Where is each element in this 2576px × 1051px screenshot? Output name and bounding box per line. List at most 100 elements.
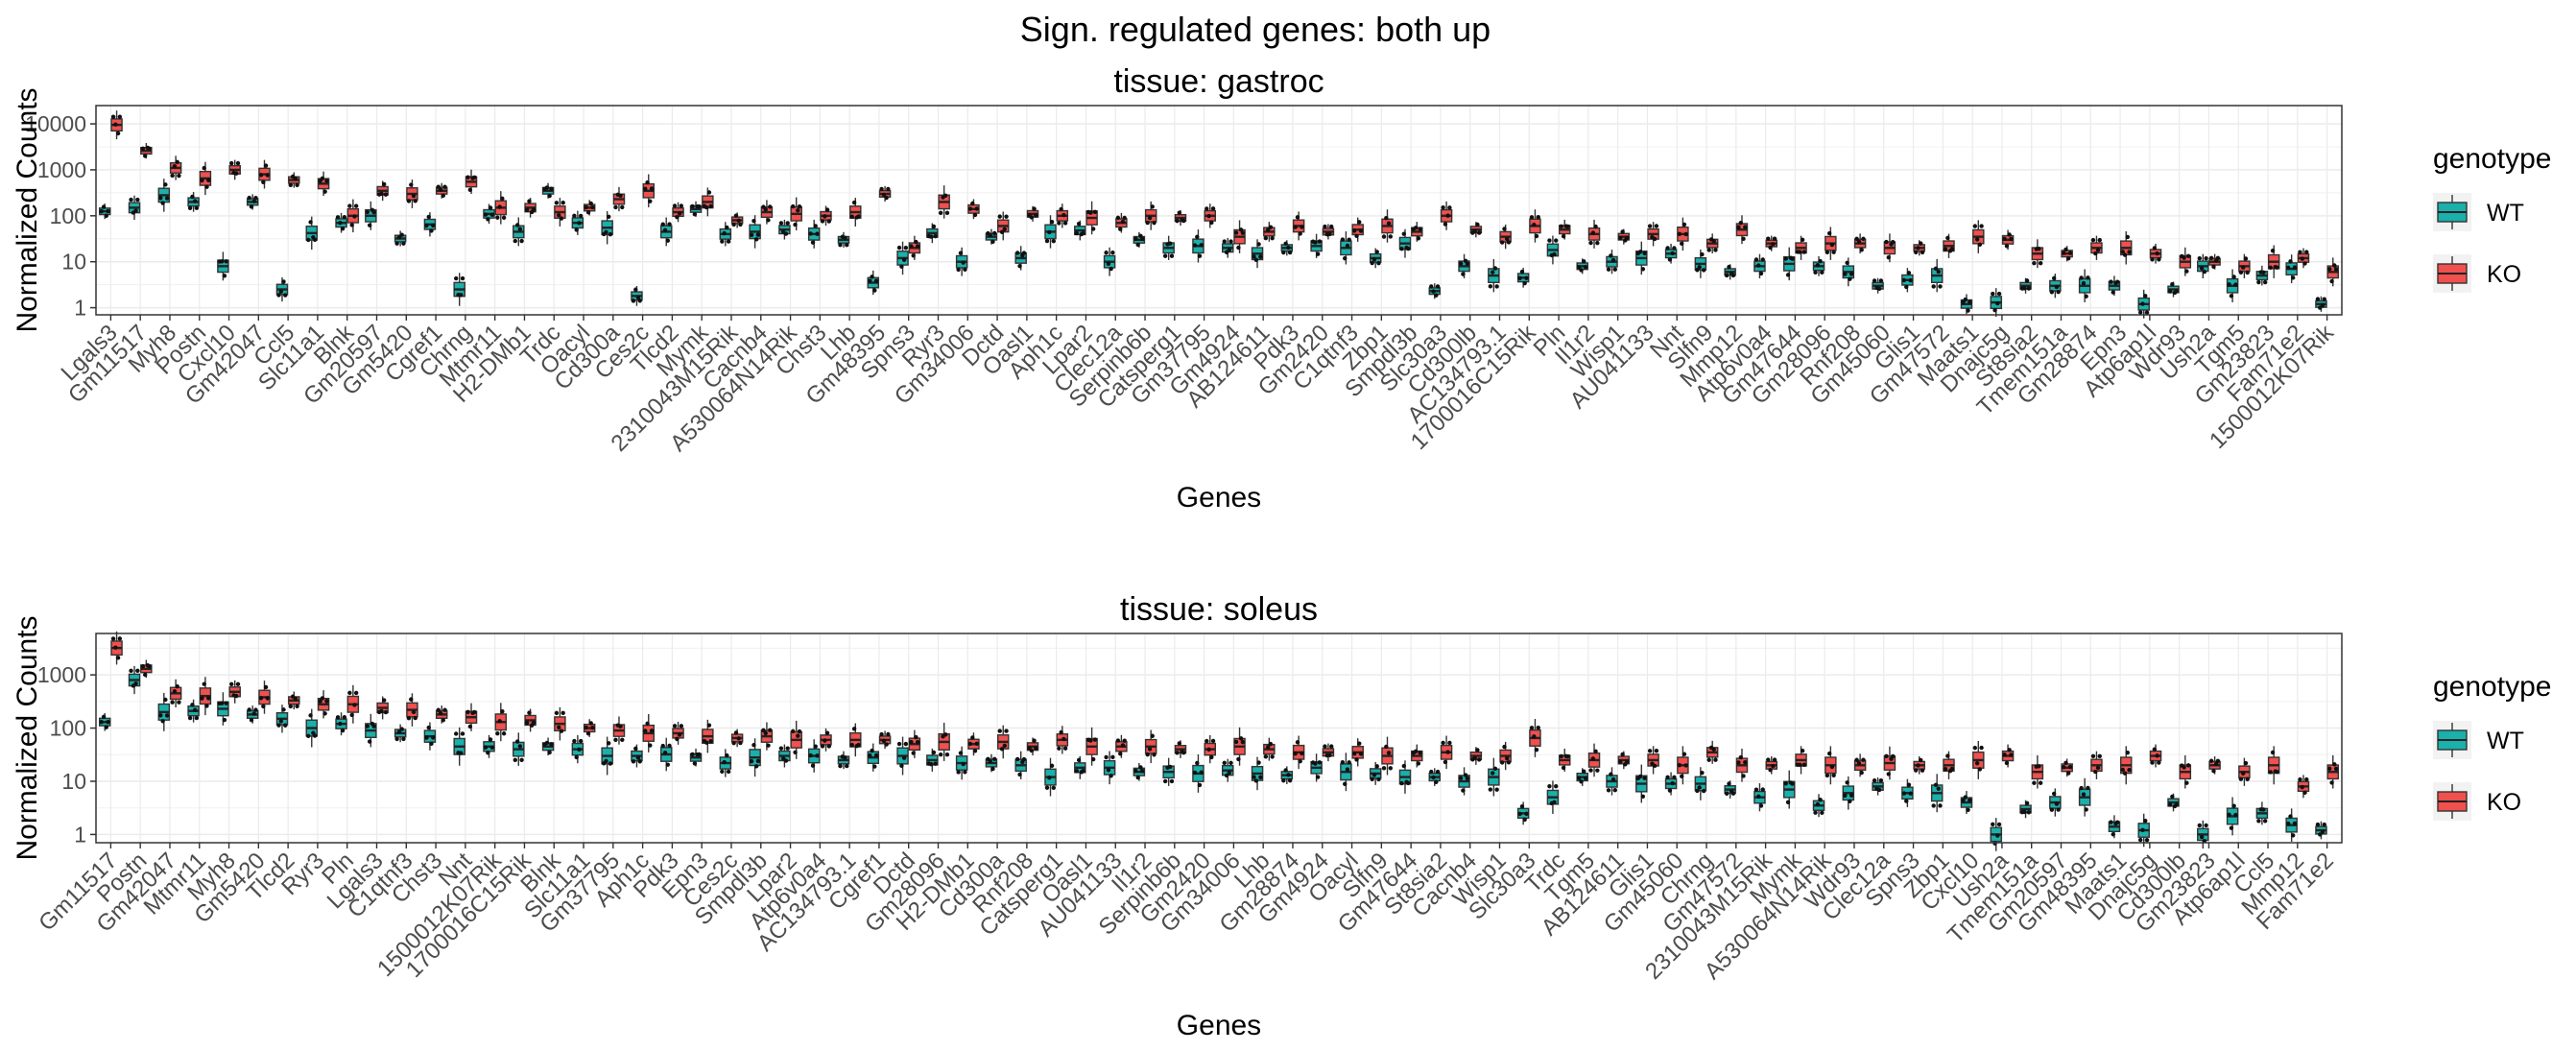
box-ko [2061, 758, 2073, 777]
box-ko [1795, 746, 1807, 775]
box-ko [672, 721, 684, 745]
box-wt [2255, 801, 2269, 825]
box-ko [2326, 257, 2340, 287]
box-wt [513, 217, 525, 247]
box-wt [217, 251, 229, 281]
box-ko [1411, 744, 1423, 768]
box-wt [1842, 257, 1855, 287]
box-ko [1263, 222, 1276, 242]
box-ko [1056, 203, 1069, 228]
box-wt [335, 212, 347, 233]
legend-label-ko: KO [2487, 261, 2521, 288]
box-wt [1162, 757, 1175, 786]
box-wt [1930, 258, 1944, 293]
box-ko [110, 110, 123, 140]
box-wt [187, 192, 200, 212]
box-wt [305, 708, 319, 748]
box-ko [1322, 743, 1335, 762]
box-wt [1990, 288, 2003, 318]
panel-subtitle: tissue: soleus [1120, 591, 1318, 628]
box-ko [2238, 253, 2251, 278]
box-wt [1753, 783, 1766, 812]
box-ko [258, 681, 271, 714]
box-wt [1812, 794, 1825, 818]
box-wt [246, 194, 259, 210]
box-ko [110, 631, 123, 665]
plot-panel [96, 106, 2342, 315]
box-wt [1044, 215, 1057, 249]
box-wt [423, 212, 437, 237]
box-wt [365, 713, 377, 748]
box-ko [199, 161, 212, 196]
box-ko [1853, 233, 1867, 253]
box-wt [1340, 231, 1352, 265]
box-ko [554, 198, 566, 227]
box-wt [985, 228, 998, 245]
box-ko [2326, 754, 2340, 789]
box-wt [1782, 247, 1796, 281]
box-ko [2119, 231, 2133, 265]
box-ko [908, 235, 921, 260]
box-ko [2208, 253, 2221, 270]
box-ko [1647, 222, 1659, 247]
box-wt [1872, 277, 1884, 294]
box-ko [1677, 217, 1689, 251]
box-ko [317, 690, 330, 719]
box-ko [199, 677, 212, 716]
box-ko [1587, 743, 1601, 777]
box-wt [719, 222, 732, 247]
box-wt [1398, 760, 1412, 794]
box-ko [1144, 729, 1157, 764]
box-ko [1795, 235, 1807, 260]
box-ko [849, 723, 862, 757]
box-ko [1853, 753, 1867, 777]
y-axis-title: Normalized Counts [12, 615, 43, 860]
box-wt [1103, 247, 1116, 276]
box-wt [2315, 296, 2327, 312]
box-ko [1351, 217, 1364, 242]
box-ko [790, 720, 802, 759]
box-ko [1292, 735, 1305, 770]
box-ko [346, 199, 360, 233]
box-ko [1085, 201, 1098, 235]
box-wt [246, 705, 259, 724]
box-ko [878, 730, 892, 750]
box-wt [2226, 797, 2239, 836]
box-wt [867, 270, 880, 296]
y-tick-label: 100 [50, 203, 86, 228]
box-ko [1204, 203, 1217, 228]
box-ko [1499, 741, 1512, 771]
box-ko [760, 200, 774, 225]
box-ko [1883, 746, 1896, 780]
box-ko [2090, 751, 2103, 779]
box-wt [1576, 258, 1588, 275]
box-wt [985, 753, 998, 773]
box-wt [896, 241, 909, 275]
box-ko [967, 199, 980, 220]
box-ko [1233, 220, 1246, 253]
box-ko [790, 197, 802, 231]
box-ko [642, 174, 656, 208]
box-ko [2267, 746, 2280, 785]
box-ko [2149, 243, 2162, 264]
box-wt [2049, 788, 2062, 817]
box-ko [908, 729, 921, 758]
box-wt [98, 712, 111, 731]
box-wt [1103, 751, 1116, 785]
box-wt [1074, 755, 1086, 779]
box-ko [1381, 736, 1394, 776]
box-wt [2108, 815, 2121, 839]
box-ko [1677, 746, 1689, 785]
box-ko [524, 198, 537, 218]
box-wt [1546, 235, 1560, 265]
box-wt [926, 223, 939, 244]
box-wt [541, 182, 555, 199]
box-ko [760, 722, 774, 751]
box-wt [1960, 294, 1973, 315]
box-wt [2285, 808, 2298, 842]
legend-title: genotype [2433, 143, 2551, 175]
box-ko [1174, 209, 1187, 227]
box-ko [996, 211, 1010, 241]
y-tick-label: 1000 [37, 662, 86, 687]
